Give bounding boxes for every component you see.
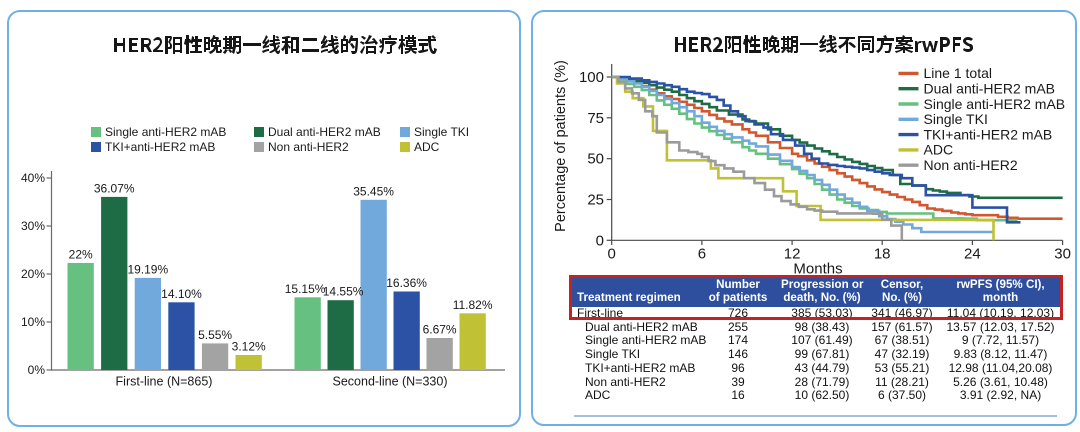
svg-text:Months: Months [793, 261, 842, 278]
svg-text:15.15%: 15.15% [285, 282, 326, 296]
svg-text:6.67%: 6.67% [423, 323, 457, 337]
svg-text:Dual anti-HER2 mAB: Dual anti-HER2 mAB [924, 81, 1056, 97]
svg-text:11.82%: 11.82% [453, 298, 493, 312]
svg-text:75: 75 [587, 110, 604, 127]
svg-text:100: 100 [579, 69, 604, 86]
svg-text:14.55%: 14.55% [323, 285, 364, 299]
svg-text:Single anti-HER2 mAB: Single anti-HER2 mAB [105, 125, 226, 139]
svg-text:Single anti-HER2 mAB: Single anti-HER2 mAB [924, 96, 1066, 112]
svg-text:TKI+anti-HER2 mAB: TKI+anti-HER2 mAB [924, 126, 1053, 142]
svg-text:16.36%: 16.36% [386, 276, 427, 290]
svg-text:First-line (N=865): First-line (N=865) [116, 375, 213, 389]
svg-text:Second-line (N=330): Second-line (N=330) [333, 375, 448, 389]
svg-text:ADC: ADC [924, 142, 954, 158]
svg-text:Single TKI: Single TKI [414, 125, 469, 139]
svg-text:30: 30 [1054, 246, 1071, 263]
svg-text:20%: 20% [21, 267, 45, 281]
svg-text:Percentage of patients (%): Percentage of patients (%) [553, 60, 569, 232]
svg-text:50: 50 [587, 151, 604, 168]
svg-text:14.10%: 14.10% [161, 287, 202, 301]
svg-text:0: 0 [608, 246, 616, 263]
svg-text:25: 25 [587, 192, 604, 209]
svg-text:10%: 10% [21, 315, 45, 329]
svg-text:Non anti-HER2: Non anti-HER2 [268, 140, 349, 154]
svg-text:Dual anti-HER2 mAB: Dual anti-HER2 mAB [268, 125, 381, 139]
svg-text:40%: 40% [21, 171, 45, 185]
svg-text:0%: 0% [28, 363, 46, 377]
svg-text:22%: 22% [69, 248, 93, 262]
svg-text:Line 1 total: Line 1 total [924, 65, 993, 81]
svg-text:6: 6 [698, 246, 706, 263]
svg-text:30%: 30% [21, 219, 45, 233]
svg-text:0: 0 [596, 232, 604, 249]
svg-text:TKI+anti-HER2 mAB: TKI+anti-HER2 mAB [105, 140, 215, 154]
svg-text:5.55%: 5.55% [198, 328, 232, 342]
svg-text:ADC: ADC [414, 140, 440, 154]
svg-text:18: 18 [874, 246, 891, 263]
svg-text:24: 24 [964, 246, 981, 263]
svg-text:36.07%: 36.07% [94, 181, 135, 195]
svg-text:19.19%: 19.19% [127, 262, 168, 276]
svg-text:3.12%: 3.12% [232, 340, 266, 354]
svg-text:Single TKI: Single TKI [924, 111, 988, 127]
svg-text:12: 12 [784, 246, 801, 263]
svg-text:35.45%: 35.45% [353, 184, 394, 198]
svg-text:Non anti-HER2: Non anti-HER2 [924, 157, 1018, 173]
